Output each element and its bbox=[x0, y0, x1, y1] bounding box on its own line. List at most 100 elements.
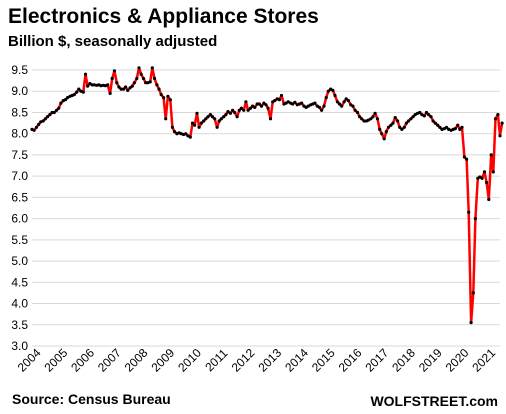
data-point bbox=[264, 103, 268, 107]
data-point bbox=[469, 321, 473, 325]
data-point bbox=[326, 89, 330, 93]
data-point bbox=[380, 132, 384, 136]
data-point bbox=[235, 115, 239, 119]
chart-subtitle: Billion $, seasonally adjusted bbox=[8, 33, 217, 50]
data-point bbox=[351, 104, 355, 108]
data-point bbox=[45, 115, 50, 119]
data-point bbox=[355, 110, 360, 115]
data-point bbox=[291, 102, 295, 106]
data-point bbox=[487, 197, 491, 202]
data-point bbox=[333, 93, 337, 98]
data-point bbox=[162, 96, 166, 100]
x-tick-label: 2015 bbox=[309, 346, 338, 375]
data-point bbox=[228, 111, 232, 115]
data-point bbox=[168, 98, 172, 102]
data-point bbox=[37, 122, 41, 126]
data-point bbox=[373, 111, 377, 115]
data-point bbox=[300, 101, 304, 105]
data-point bbox=[440, 127, 444, 131]
data-point bbox=[166, 94, 170, 98]
data-point bbox=[197, 125, 201, 129]
data-point bbox=[389, 123, 393, 127]
x-tick-label: 2007 bbox=[95, 346, 124, 375]
data-point bbox=[157, 87, 161, 91]
y-tick-label: 6.5 bbox=[11, 190, 28, 204]
data-point bbox=[128, 86, 132, 90]
data-point bbox=[320, 108, 324, 112]
data-point bbox=[489, 153, 493, 157]
data-point bbox=[402, 125, 406, 129]
data-point bbox=[115, 81, 119, 85]
x-tick-label: 2005 bbox=[42, 346, 71, 375]
data-point bbox=[400, 127, 404, 131]
data-point bbox=[233, 110, 237, 115]
data-point bbox=[231, 108, 235, 112]
data-point bbox=[313, 101, 317, 105]
y-tick-label: 4.5 bbox=[11, 275, 28, 289]
x-axis-ticks: 2004200520062007200820092010201120122013… bbox=[15, 346, 499, 375]
x-tick-label: 2020 bbox=[443, 346, 472, 375]
y-tick-label: 7.0 bbox=[11, 169, 28, 183]
data-point bbox=[199, 121, 203, 125]
x-tick-label: 2017 bbox=[362, 346, 391, 375]
data-point bbox=[358, 115, 362, 119]
data-point bbox=[438, 125, 442, 129]
data-point bbox=[237, 108, 241, 112]
series-line bbox=[31, 66, 504, 324]
data-point bbox=[130, 84, 134, 88]
data-point bbox=[340, 104, 344, 108]
data-point bbox=[344, 97, 348, 101]
y-tick-label: 3.0 bbox=[11, 339, 28, 353]
data-point bbox=[482, 170, 487, 174]
data-point bbox=[382, 137, 386, 141]
data-point bbox=[152, 76, 157, 81]
data-point bbox=[117, 85, 121, 89]
x-tick-label: 2008 bbox=[122, 346, 151, 375]
data-point bbox=[112, 69, 116, 73]
data-point bbox=[317, 105, 322, 109]
data-point bbox=[424, 110, 429, 115]
data-point bbox=[106, 83, 110, 87]
data-point bbox=[121, 87, 126, 91]
data-point bbox=[34, 125, 39, 129]
data-point bbox=[193, 123, 197, 127]
data-point bbox=[462, 155, 466, 159]
data-point bbox=[498, 134, 502, 138]
data-point bbox=[293, 100, 297, 104]
x-tick-label: 2013 bbox=[255, 346, 284, 375]
y-tick-label: 9.5 bbox=[11, 63, 28, 77]
data-point bbox=[456, 123, 460, 127]
data-point bbox=[259, 104, 264, 108]
y-tick-label: 7.5 bbox=[11, 148, 28, 162]
data-point bbox=[248, 106, 253, 110]
data-point bbox=[108, 91, 112, 95]
data-point bbox=[141, 76, 146, 81]
x-tick-label: 2011 bbox=[202, 346, 230, 374]
data-point bbox=[277, 98, 281, 102]
data-point bbox=[239, 106, 243, 110]
data-point bbox=[188, 135, 192, 139]
data-point bbox=[396, 119, 400, 123]
x-tick-label: 2010 bbox=[175, 346, 204, 375]
data-point bbox=[184, 132, 188, 136]
x-tick-label: 2016 bbox=[336, 346, 365, 375]
data-point bbox=[337, 102, 342, 106]
data-point bbox=[346, 99, 350, 103]
data-point bbox=[63, 98, 67, 102]
data-point bbox=[496, 113, 500, 117]
data-point bbox=[148, 80, 152, 84]
data-point bbox=[48, 113, 52, 117]
data-point bbox=[135, 76, 139, 81]
data-point bbox=[146, 81, 150, 85]
gridlines bbox=[32, 69, 500, 347]
data-point bbox=[244, 100, 248, 104]
data-point bbox=[491, 170, 495, 174]
data-point bbox=[132, 81, 136, 85]
data-point bbox=[79, 89, 83, 93]
data-point bbox=[335, 100, 339, 104]
data-point bbox=[32, 128, 36, 132]
data-point bbox=[219, 117, 223, 121]
data-point bbox=[110, 76, 114, 81]
data-point bbox=[57, 106, 61, 110]
